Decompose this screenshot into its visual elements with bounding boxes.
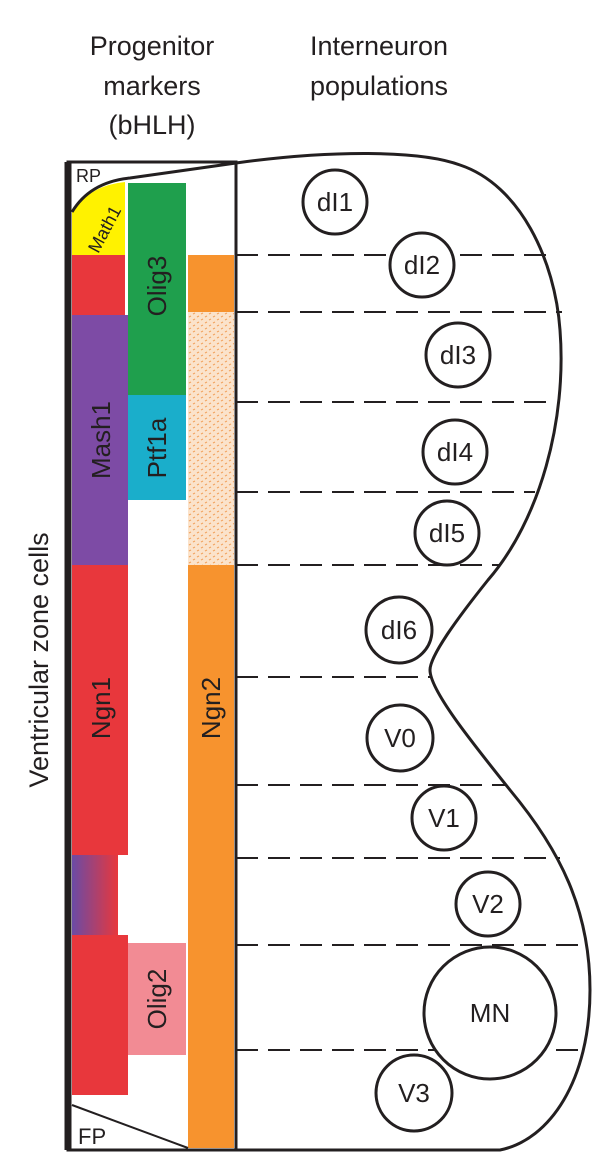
ngn1-domain [72,565,128,855]
ptf1a-domain [128,395,186,500]
floor-plate-label: FP [78,1124,106,1149]
ngn2-dorsal-domain [188,255,234,312]
ventricular-zone-label: Ventricular zone cells [24,532,54,787]
population-circle-dI6 [364,595,434,665]
floor-plate-border [71,1104,189,1149]
population-dividers [236,254,585,1051]
population-label-dI1: dI1 [317,187,353,217]
population-circle-MN [422,945,558,1081]
population-label-V2: V2 [472,889,504,919]
progenitor-header-line2: markers [103,71,201,101]
population-label-dI2: dI2 [404,250,440,280]
ngn2-stippled-domain [188,312,234,565]
population-circle-V1 [410,784,478,852]
roof-plate-label: RP [76,166,101,186]
population-circle-dI2 [388,231,456,299]
population-circle-dI4 [421,418,489,486]
progenitor-header-line3: (bHLH) [108,110,195,140]
progenitor-markers-header: Progenitor markers (bHLH) [90,31,215,140]
population-label-dI5: dI5 [429,518,465,548]
olig3-domain [128,183,186,395]
ngn1-label: Ngn1 [86,677,116,739]
ngn2-domain [188,565,234,1148]
ngn1-ventral-domain [72,935,128,1095]
interneuron-circles: dI1 dI2 dI3 dI4 dI5 dI6 V0 V1 V2 MN V3 [301,168,558,1133]
olig2-domain [128,943,186,1055]
olig3-label: Olig3 [142,256,172,317]
population-circle-dI5 [413,499,481,567]
progenitor-header-line1: Progenitor [90,31,215,61]
population-circle-V2 [454,870,522,938]
population-circle-dI1 [301,168,369,236]
population-label-dI6: dI6 [381,615,417,645]
interneuron-header-line2: populations [310,71,448,101]
roof-plate-border [70,161,237,213]
population-label-dI3: dI3 [440,340,476,370]
ngn2-label: Ngn2 [196,677,226,739]
population-label-MN: MN [470,998,510,1028]
population-circle-dI3 [424,321,492,389]
progenitor-marker-bars [72,182,234,1148]
population-label-V1: V1 [428,803,460,833]
population-label-dI4: dI4 [437,437,473,467]
population-circle-V3 [374,1053,454,1133]
math1-domain [72,182,125,255]
red-dorsal-domain [72,255,125,315]
interneuron-populations-header: Interneuron populations [310,31,448,101]
population-circle-V0 [365,703,435,773]
population-label-V0: V0 [384,723,416,753]
olig2-label: Olig2 [142,969,172,1030]
marker-labels: Math1 Olig3 Mash1 Ptf1a Ngn1 Ngn2 Olig2 [84,202,226,1029]
ngn1-gradient-domain [72,855,118,935]
ptf1a-label: Ptf1a [142,417,172,478]
mantle-zone-outline [235,152,592,1152]
interneuron-header-line1: Interneuron [310,31,448,61]
mash1-domain [72,315,128,565]
population-label-V3: V3 [398,1078,430,1108]
mash1-label: Mash1 [86,401,116,479]
